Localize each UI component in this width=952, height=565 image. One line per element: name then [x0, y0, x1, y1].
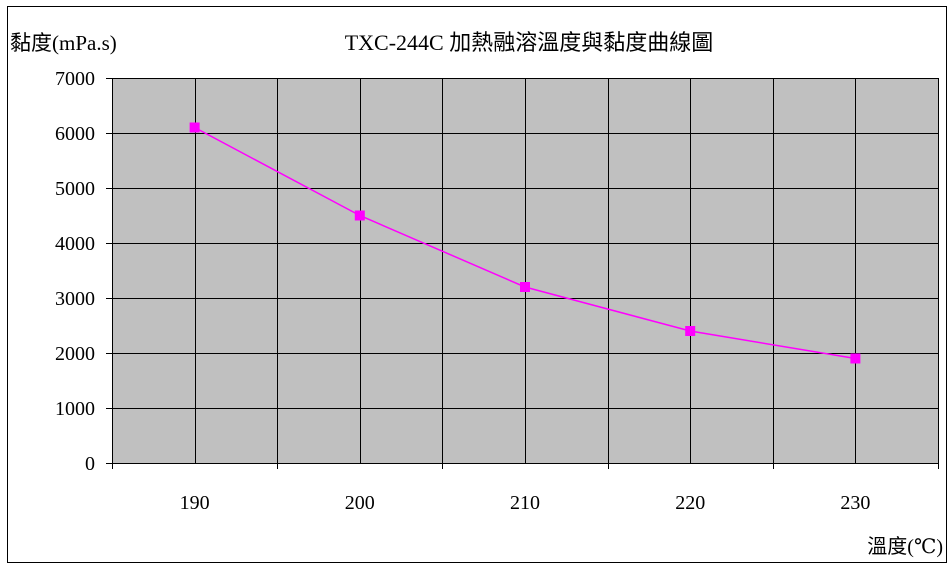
x-tick-label: 230 [840, 492, 870, 514]
data-point-marker [354, 210, 365, 221]
x-tick-label: 190 [180, 492, 210, 514]
x-tick-label: 220 [675, 492, 705, 514]
y-tick-label: 4000 [55, 233, 95, 255]
gridlines [112, 78, 938, 463]
y-tick-label: 1000 [55, 398, 95, 420]
chart-title: TXC-244C 加熱融溶溫度與黏度曲線圖 [345, 30, 714, 55]
x-axis: 190 200 210 220 230 [112, 463, 939, 514]
data-point-marker [850, 353, 861, 364]
data-series [189, 122, 861, 364]
x-tick-label: 200 [345, 492, 375, 514]
y-tick-label: 7000 [55, 68, 95, 90]
data-point-marker [685, 326, 696, 336]
plot-frame [112, 78, 939, 464]
y-tick-label: 0 [85, 453, 95, 475]
data-point-marker [520, 282, 530, 292]
y-tick-label: 6000 [55, 123, 95, 145]
x-axis-label: 溫度(℃) [867, 535, 943, 558]
y-tick-label: 3000 [55, 288, 95, 310]
y-axis-label: 黏度(mPa.s) [10, 31, 117, 55]
data-point-marker [189, 122, 200, 133]
y-tick-label: 5000 [55, 178, 95, 200]
x-tick-label: 210 [510, 492, 540, 514]
plot-border [112, 78, 939, 464]
y-axis: 0 1000 2000 3000 4000 5000 6000 7000 [55, 68, 112, 475]
chart-border [7, 6, 947, 563]
y-tick-label: 2000 [55, 343, 95, 365]
